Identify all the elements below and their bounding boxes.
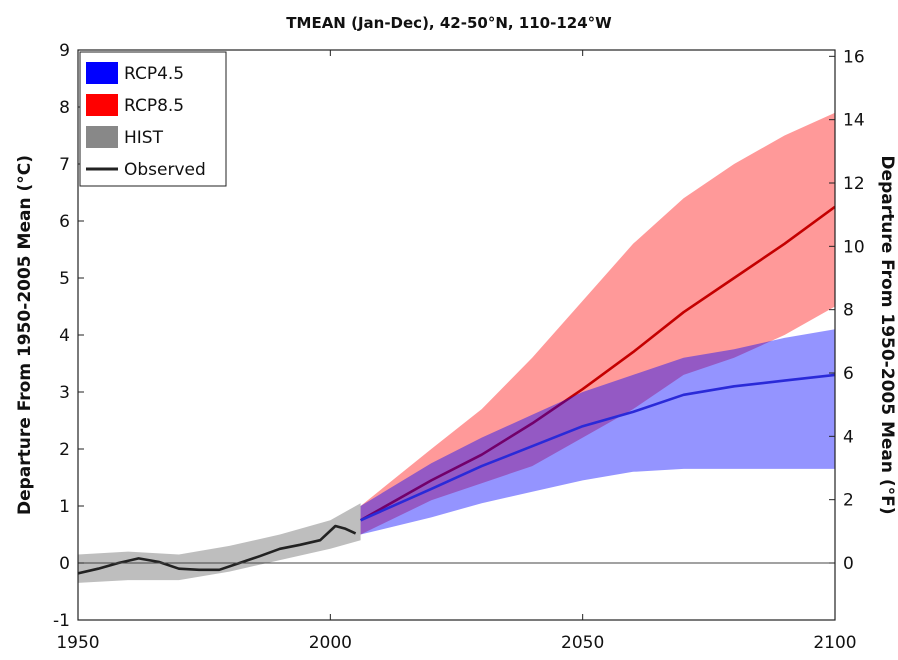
rcp4-5-band xyxy=(360,329,835,535)
y-right-tick-label: 10 xyxy=(843,237,865,257)
rcp8-5-band xyxy=(360,112,835,535)
y-tick-label: 6 xyxy=(59,212,70,232)
y-right-tick-label: 0 xyxy=(843,554,854,574)
legend-label-rcp8-5: RCP8.5 xyxy=(124,96,184,116)
legend-label-observed: Observed xyxy=(124,160,206,180)
y-tick-label: 2 xyxy=(59,440,70,460)
y-tick-label: 0 xyxy=(59,554,70,574)
x-tick-label: 2050 xyxy=(561,633,604,653)
legend: RCP4.5 RCP8.5 HIST Observed xyxy=(79,51,227,187)
y-tick-label: 3 xyxy=(59,383,70,403)
y-tick-label: 1 xyxy=(59,497,70,517)
x-tick-label: 2000 xyxy=(309,633,352,653)
y-tick-label: 9 xyxy=(59,41,70,61)
y-axis-left-ticks: -1 0 1 2 3 4 5 6 7 8 9 xyxy=(53,41,84,631)
observed-line xyxy=(78,524,357,575)
legend-swatch-hist xyxy=(86,126,118,148)
legend-swatch-rcp4-5 xyxy=(86,62,118,84)
legend-label-rcp4-5: RCP4.5 xyxy=(124,64,184,84)
y-right-tick-label: 6 xyxy=(843,364,854,384)
y-axis-left-label: Departure From 1950-2005 Mean (°C) xyxy=(15,155,35,515)
y-axis-right-label: Departure From 1950-2005 Mean (°F) xyxy=(877,155,897,514)
y-right-tick-label: 12 xyxy=(843,174,865,194)
y-tick-label: 5 xyxy=(59,269,70,289)
y-right-tick-label: 14 xyxy=(843,111,865,131)
y-right-tick-label: 4 xyxy=(843,427,854,447)
y-right-tick-label: 2 xyxy=(843,491,854,511)
legend-label-hist: HIST xyxy=(124,128,164,148)
x-tick-label: 2100 xyxy=(813,633,856,653)
rcp4-5-median-line xyxy=(360,373,835,522)
y-axis-right-ticks: 0 2 4 6 8 10 12 14 16 xyxy=(829,47,865,574)
y-tick-label: -1 xyxy=(53,611,70,631)
y-right-tick-label: 16 xyxy=(843,47,865,67)
x-tick-label: 1950 xyxy=(56,633,99,653)
y-right-tick-label: 8 xyxy=(843,301,854,321)
chart-title: TMEAN (Jan-Dec), 42-50°N, 110-124°W xyxy=(286,14,612,32)
y-tick-label: 4 xyxy=(59,326,70,346)
y-tick-label: 7 xyxy=(59,155,70,175)
x-axis-ticks: 1950 2000 2050 2100 xyxy=(56,50,857,653)
rcp8-5-median-line xyxy=(359,205,835,522)
y-tick-label: 8 xyxy=(59,98,70,118)
legend-swatch-rcp8-5 xyxy=(86,94,118,116)
